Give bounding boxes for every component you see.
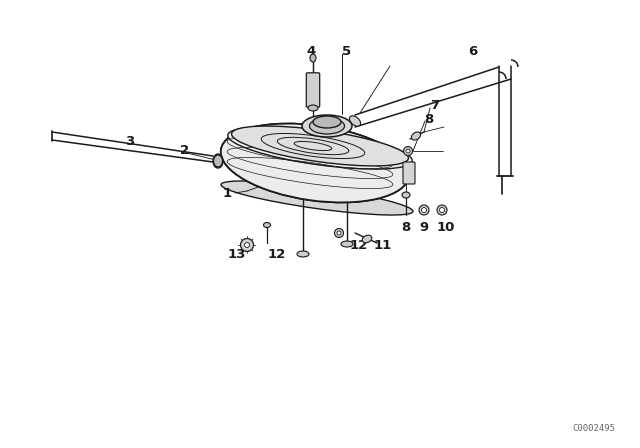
Ellipse shape (310, 118, 344, 134)
Text: 12: 12 (268, 249, 286, 262)
Ellipse shape (412, 132, 420, 140)
Text: 7: 7 (431, 99, 440, 112)
Ellipse shape (244, 242, 250, 247)
Text: C0002495: C0002495 (572, 424, 615, 433)
Text: 2: 2 (180, 143, 189, 156)
Ellipse shape (228, 127, 412, 169)
Text: 1: 1 (223, 186, 232, 199)
Text: 12: 12 (350, 238, 368, 251)
Ellipse shape (310, 54, 316, 62)
Ellipse shape (422, 207, 426, 212)
Ellipse shape (440, 207, 445, 212)
Ellipse shape (437, 205, 447, 215)
Ellipse shape (419, 205, 429, 215)
Text: 5: 5 (342, 44, 351, 57)
Text: 6: 6 (468, 44, 477, 57)
Ellipse shape (214, 155, 223, 167)
Ellipse shape (221, 181, 413, 215)
Ellipse shape (221, 124, 409, 202)
Ellipse shape (302, 115, 352, 137)
Ellipse shape (337, 231, 341, 235)
Ellipse shape (264, 223, 271, 228)
Ellipse shape (297, 251, 309, 257)
FancyBboxPatch shape (403, 162, 415, 184)
Ellipse shape (213, 154, 223, 168)
Ellipse shape (341, 241, 353, 247)
Ellipse shape (402, 192, 410, 198)
Text: 13: 13 (228, 249, 246, 262)
Text: 8: 8 (424, 112, 434, 125)
Ellipse shape (403, 146, 413, 155)
Text: 10: 10 (437, 220, 455, 233)
Text: 4: 4 (307, 44, 316, 57)
Ellipse shape (308, 105, 318, 111)
Ellipse shape (232, 126, 408, 166)
Ellipse shape (335, 228, 344, 237)
FancyBboxPatch shape (307, 73, 320, 107)
Text: 3: 3 (125, 134, 134, 147)
Ellipse shape (362, 235, 372, 243)
Text: 11: 11 (374, 238, 392, 251)
Ellipse shape (313, 116, 341, 128)
Text: 9: 9 (419, 220, 429, 233)
Text: 8: 8 (401, 220, 411, 233)
Ellipse shape (406, 149, 410, 153)
Ellipse shape (241, 238, 253, 251)
Ellipse shape (349, 116, 360, 126)
